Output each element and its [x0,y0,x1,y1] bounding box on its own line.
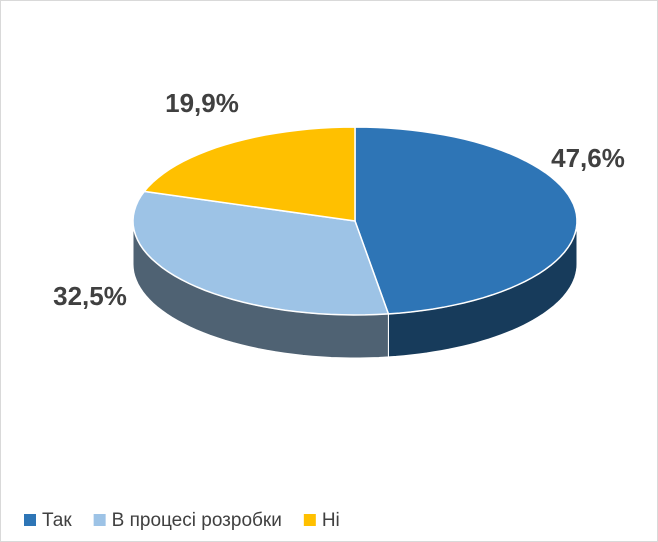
slice [142,126,356,222]
data-label: 19,9% [165,88,239,118]
legend: Так В процесі розробки Ні [24,510,340,531]
legend-label: В процесі розробки [112,510,282,531]
legend-swatch [93,514,106,526]
legend-swatch [303,514,316,526]
legend-label: Так [42,510,72,531]
slice [354,126,578,315]
data-label: 47,6% [551,143,625,173]
data-label: 32,5% [53,281,127,311]
data-labels: 47,6% 32,5% 19,9% [53,88,625,311]
legend-label: Ні [322,510,340,531]
legend-swatch [24,514,36,526]
pie-tops [132,126,578,316]
slice [132,190,390,316]
